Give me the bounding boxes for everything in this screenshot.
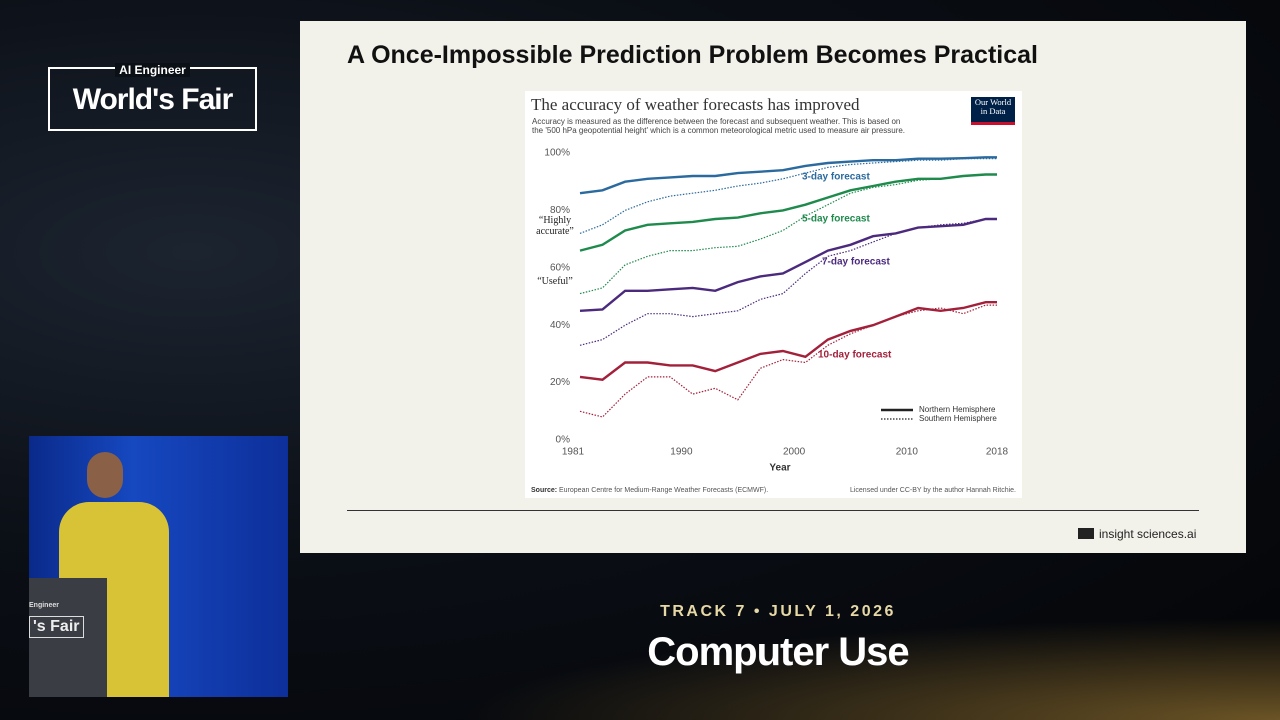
line-southern — [579, 218, 997, 346]
x-tick-label: 1990 — [670, 447, 693, 458]
chart-subtitle: Accuracy is measured as the difference b… — [532, 117, 900, 126]
chart-subtitle: the '500 hPa geopotential height' which … — [532, 126, 905, 135]
event-name: World's Fair — [72, 83, 234, 116]
y-tick-label: 60% — [550, 262, 570, 273]
line-northern — [579, 173, 997, 252]
session-name: Computer Use — [647, 630, 909, 674]
event-logo: AI Engineer World's Fair — [48, 63, 257, 131]
owid-logo-bar — [971, 122, 1015, 125]
source-label: Source: — [531, 487, 557, 494]
owid-logo-text: Our World in Data — [974, 98, 1012, 116]
source: European Centre for Medium-Range Weather… — [559, 487, 768, 494]
slide-rule — [347, 510, 1199, 511]
legend-label: Northern Hemisphere — [919, 405, 996, 414]
line-northern — [579, 301, 997, 381]
x-tick-label: 2000 — [783, 447, 806, 458]
series-label: 3-day forecast — [802, 172, 870, 183]
y-tick-label: 20% — [550, 377, 570, 388]
slide-title: A Once-Impossible Prediction Problem Bec… — [347, 41, 1038, 69]
y-tick-label: 0% — [556, 435, 571, 446]
license: Licensed under CC-BY by the author Hanna… — [850, 487, 1016, 494]
podium-name: 's Fair — [29, 616, 84, 638]
event-brand: AI Engineer — [115, 63, 190, 77]
series-label: 7-day forecast — [822, 257, 890, 268]
series-label: 10-day forecast — [818, 350, 892, 361]
slide-footer: insight sciences.ai — [1099, 527, 1197, 541]
x-axis-label: Year — [769, 463, 790, 474]
line-southern — [579, 304, 997, 418]
line-southern — [579, 158, 997, 234]
podium-brand: Engineer — [29, 602, 59, 609]
y-tick-label: 100% — [544, 148, 570, 159]
speaker-head — [87, 452, 123, 498]
x-tick-label: 2018 — [986, 447, 1009, 458]
footer-icon — [1078, 528, 1094, 539]
chart-title: The accuracy of weather forecasts has im… — [531, 95, 860, 114]
x-tick-label: 2010 — [896, 447, 919, 458]
legend-label: Southern Hemisphere — [919, 414, 997, 423]
annotation: “Highly accurate” — [536, 215, 574, 237]
session-track: TRACK 7 • JULY 1, 2026 — [660, 603, 896, 620]
chart: The accuracy of weather forecasts has im… — [531, 95, 1016, 494]
annotation: “Useful” — [537, 276, 573, 287]
line-northern — [579, 217, 997, 312]
y-tick-label: 40% — [550, 320, 570, 331]
series-label: 5-day forecast — [802, 214, 870, 225]
y-tick-label: 80% — [550, 205, 570, 216]
speaker-video: Engineer 's Fair — [29, 436, 288, 697]
line-northern — [579, 156, 997, 195]
chart-card: The accuracy of weather forecasts has im… — [525, 91, 1022, 498]
line-southern — [579, 173, 997, 295]
x-tick-label: 1981 — [562, 447, 585, 458]
podium: Engineer 's Fair — [29, 578, 107, 697]
owid-logo — [971, 97, 1015, 124]
